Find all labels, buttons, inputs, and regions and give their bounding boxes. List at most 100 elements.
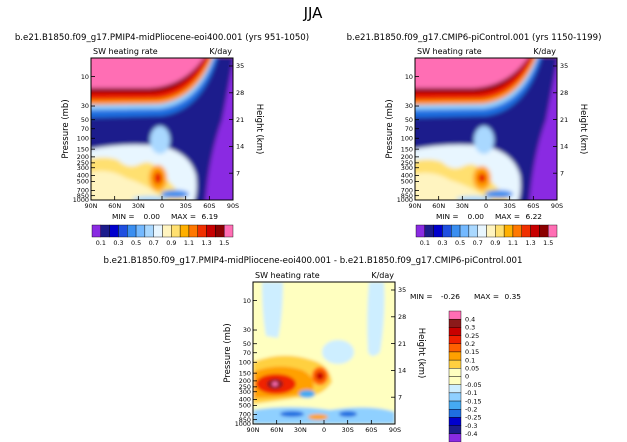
panel-3-colorbar-label: -0.4 bbox=[465, 430, 477, 438]
panel-3-surface-darkblue-2 bbox=[339, 411, 357, 417]
panel-2-ytick-label: 150 bbox=[401, 145, 413, 153]
panel-2-xtick-label: 30S bbox=[504, 202, 516, 210]
panel-3-xtick-label: 30N bbox=[294, 426, 307, 434]
panel-2-colorbar-swatch bbox=[424, 224, 434, 238]
panel-3-colorbar-swatch bbox=[448, 335, 462, 344]
panel-3-ytick-label: 850 bbox=[239, 416, 251, 424]
panel-3-ytick-label: 150 bbox=[239, 369, 251, 377]
panel-1-xtick-label: 90N bbox=[85, 202, 98, 210]
panel-3-colorbar-label: -0.1 bbox=[465, 389, 477, 397]
panel-2-surface-blue bbox=[485, 190, 513, 198]
panel-2-colorbar-swatch bbox=[486, 224, 496, 238]
panel-3-ytick-label: 10 bbox=[243, 297, 251, 305]
panel-3-min-value: -0.26 bbox=[441, 292, 460, 301]
panel-2-colorbar-swatch bbox=[539, 224, 549, 238]
panel-1-ytick-label: 300 bbox=[77, 164, 89, 172]
panel-1-ytick-label: 400 bbox=[77, 172, 89, 180]
panel-2-ylabel: Pressure (mb) bbox=[385, 99, 395, 158]
panel-2-y2tick-label: 28 bbox=[560, 89, 568, 97]
panel-3-ytick-label: 400 bbox=[239, 396, 251, 404]
panel-1-field bbox=[91, 58, 233, 200]
panel-2-xtick-label: 90N bbox=[409, 202, 422, 210]
panel-3-stripe-left bbox=[262, 282, 283, 338]
panel-2-ytick-label: 10 bbox=[405, 73, 413, 81]
panel-3-colorbar-label: 0.1 bbox=[465, 356, 475, 364]
panel-3-colorbar-label: 0.15 bbox=[465, 348, 479, 356]
panel-3-colorbar-label: 0.3 bbox=[465, 324, 475, 332]
panel-2-max-label: MAX = bbox=[495, 212, 520, 221]
panel-2-colorbar-swatch bbox=[521, 224, 531, 238]
panel-3-max-label: MAX = bbox=[474, 292, 499, 301]
panel-2-surface-lightblue bbox=[456, 196, 492, 200]
panel-1-ytick-label: 100 bbox=[77, 134, 89, 142]
panel-3-height-axis: 35 28 21 14 7 bbox=[391, 286, 406, 401]
panel-1-colorbar-swatch bbox=[171, 224, 181, 238]
panel-1-max-label: MAX = bbox=[171, 212, 196, 221]
panel-1-y2label: Height (km) bbox=[254, 104, 264, 155]
panel-3-colorbar-swatch bbox=[448, 327, 462, 336]
panel-2-max-value: 6.22 bbox=[526, 212, 542, 221]
panel-1-colorbar-swatch bbox=[118, 224, 128, 238]
panel-1-xtick-label: 30S bbox=[180, 202, 192, 210]
panel-3-colorbar-label: -0.15 bbox=[465, 397, 482, 405]
panel-2-colorbar-swatch bbox=[442, 224, 452, 238]
panel-3-colorbar-swatch bbox=[448, 359, 462, 369]
panel-1-xtick-label: 0 bbox=[160, 202, 164, 210]
panel-2-colorbar-swatch bbox=[495, 224, 505, 238]
panel-1-xtick-label: 60N bbox=[108, 202, 121, 210]
panel-1-height-axis: 35 28 21 14 7 bbox=[229, 62, 244, 177]
panel-1-surface-lightblue bbox=[132, 196, 168, 200]
panel-2-colorbar-swatch bbox=[512, 224, 522, 238]
panel-3-xtick-label: 30S bbox=[342, 426, 354, 434]
panel-1-core-red bbox=[154, 172, 162, 184]
panel-1-ytick-label: 70 bbox=[81, 125, 89, 133]
panel-1-colorbar-label: 0.7 bbox=[149, 239, 159, 247]
panel-2-ytick-label: 500 bbox=[401, 178, 413, 186]
panel-2-lat-axis: 90N 60N 30N 0 30S 60S 90S bbox=[409, 196, 563, 210]
panel-3-y2label: Height (km) bbox=[416, 328, 426, 379]
panel-1-colorbar-label: 1.3 bbox=[201, 239, 211, 247]
panel-2-ytick-label: 100 bbox=[401, 134, 413, 142]
panel-2-y2tick-label: 35 bbox=[560, 62, 568, 70]
panel-3-stripe-right bbox=[367, 282, 385, 356]
panel-3-colorbar-label: -0.3 bbox=[465, 422, 477, 430]
panel-1-colorbar-swatch bbox=[135, 224, 146, 238]
panel-1-colorbar-swatch bbox=[109, 224, 119, 238]
panel-3-colorbar-swatch bbox=[448, 376, 462, 385]
panel-2-colorbar-swatch bbox=[415, 224, 426, 238]
panel-1-colorbar-swatch bbox=[100, 224, 110, 238]
panel-2-lower-cream bbox=[415, 172, 484, 200]
panel-2-colorbar-label: 0.1 bbox=[420, 239, 430, 247]
panel-3-right-label: K/day bbox=[371, 271, 394, 280]
panel-2-band-purple bbox=[529, 61, 557, 200]
panel-3-colorbar-swatch bbox=[448, 425, 462, 435]
panel-3-xtick-label: 60N bbox=[270, 426, 283, 434]
panel-2-left-label: SW heating rate bbox=[417, 47, 482, 56]
panel-2-colorbar-label: 0.9 bbox=[490, 239, 500, 247]
panel-3-ytick-label: 50 bbox=[243, 340, 251, 348]
panel-1-ytick-label: 150 bbox=[77, 145, 89, 153]
panel-1-ytick-label: 250 bbox=[77, 159, 89, 167]
panel-3-colorbar-swatch bbox=[448, 433, 462, 442]
panel-3-colorbar-label: 0.05 bbox=[465, 365, 479, 373]
panel-1-y2tick-label: 7 bbox=[236, 169, 240, 177]
panel-1-y2tick-label: 21 bbox=[236, 116, 244, 124]
panel-3-y2tick-label: 35 bbox=[398, 286, 406, 294]
panel-1-colorbar-swatch bbox=[153, 224, 163, 238]
panel-3-left-label: SW heating rate bbox=[255, 271, 320, 280]
panel-2-colorbar-label: 0.3 bbox=[437, 239, 447, 247]
panel-3-colorbar-label: -0.2 bbox=[465, 405, 477, 413]
panel-2-colorbar-swatch bbox=[459, 224, 470, 238]
panel-2-colorbar-swatch bbox=[530, 224, 540, 238]
panel-3-y2tick-label: 21 bbox=[398, 340, 406, 348]
panel-2-plume-light bbox=[474, 126, 494, 154]
panel-1-colorbar-swatch bbox=[215, 224, 225, 238]
panel-1-ytick-label: 850 bbox=[77, 192, 89, 200]
panel-3-ytick-label: 30 bbox=[243, 326, 251, 334]
panel-1-max-value: 6.19 bbox=[202, 212, 219, 221]
panel-2-min-value: 0.00 bbox=[468, 212, 485, 221]
panel-3-ytick-label: 500 bbox=[239, 402, 251, 410]
panel-1-colorbar-swatch bbox=[223, 224, 234, 238]
panel-3-ytick-label: 200 bbox=[239, 377, 251, 385]
panel-2-xtick-label: 90S bbox=[551, 202, 563, 210]
